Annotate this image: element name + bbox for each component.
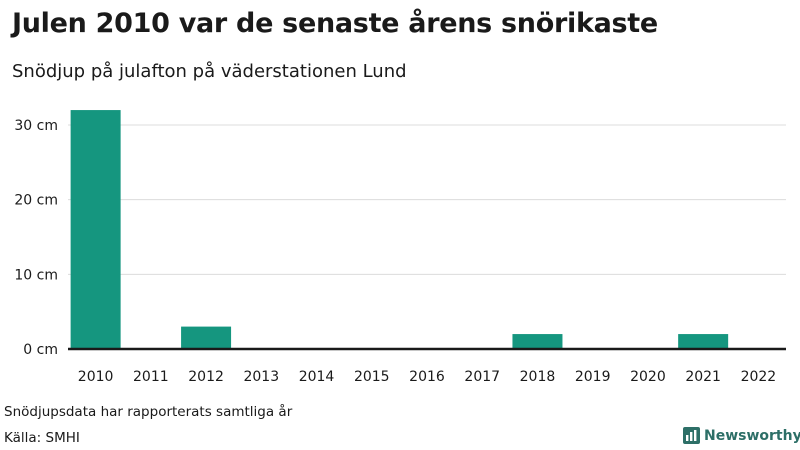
y-axis-ticks: 0 cm 10 cm 20 cm 30 cm	[14, 118, 58, 358]
y-tick-label: 10 cm	[14, 267, 58, 283]
bar-2010	[70, 110, 121, 349]
gridlines	[68, 124, 786, 275]
newsworthy-logo: Newsworthy	[683, 427, 800, 444]
y-tick-label: 0 cm	[23, 342, 58, 358]
x-axis-ticks: 2010 2011 2012 2013 2014 2015 2016 2017 2018 2019…	[78, 369, 776, 385]
x-tick-label: 2019	[575, 369, 611, 385]
x-tick-label: 2016	[409, 369, 445, 385]
x-tick-label: 2013	[243, 369, 279, 385]
chart-subtitle: Snödjup på julafton på väderstationen Lu…	[12, 61, 407, 82]
y-tick-label: 30 cm	[14, 118, 58, 134]
x-tick-label: 2012	[188, 369, 224, 385]
source-note: Källa: SMHI	[4, 430, 80, 446]
x-tick-label: 2018	[520, 369, 556, 385]
x-tick-label: 2022	[741, 369, 777, 385]
bar-chart-logo-icon	[683, 427, 700, 444]
x-tick-label: 2014	[299, 369, 335, 385]
bar-2018	[512, 334, 563, 349]
x-tick-label: 2015	[354, 369, 390, 385]
x-tick-label: 2011	[133, 369, 169, 385]
data-note: Snödjupsdata har rapporterats samtliga å…	[4, 404, 293, 420]
x-tick-label: 2020	[630, 369, 666, 385]
bar-2021	[678, 334, 729, 349]
x-tick-label: 2017	[464, 369, 500, 385]
bar-2012	[181, 326, 232, 349]
x-tick-label: 2010	[78, 369, 114, 385]
y-tick-label: 20 cm	[14, 193, 58, 209]
brand-name: Newsworthy	[704, 427, 800, 444]
x-tick-label: 2021	[685, 369, 721, 385]
chart-title: Julen 2010 var de senaste årens snörikas…	[12, 8, 658, 39]
bar-chart: 0 cm 10 cm 20 cm 30 cm 2010 2011 2012 2013 2014…	[14, 110, 786, 385]
bars	[70, 110, 729, 349]
